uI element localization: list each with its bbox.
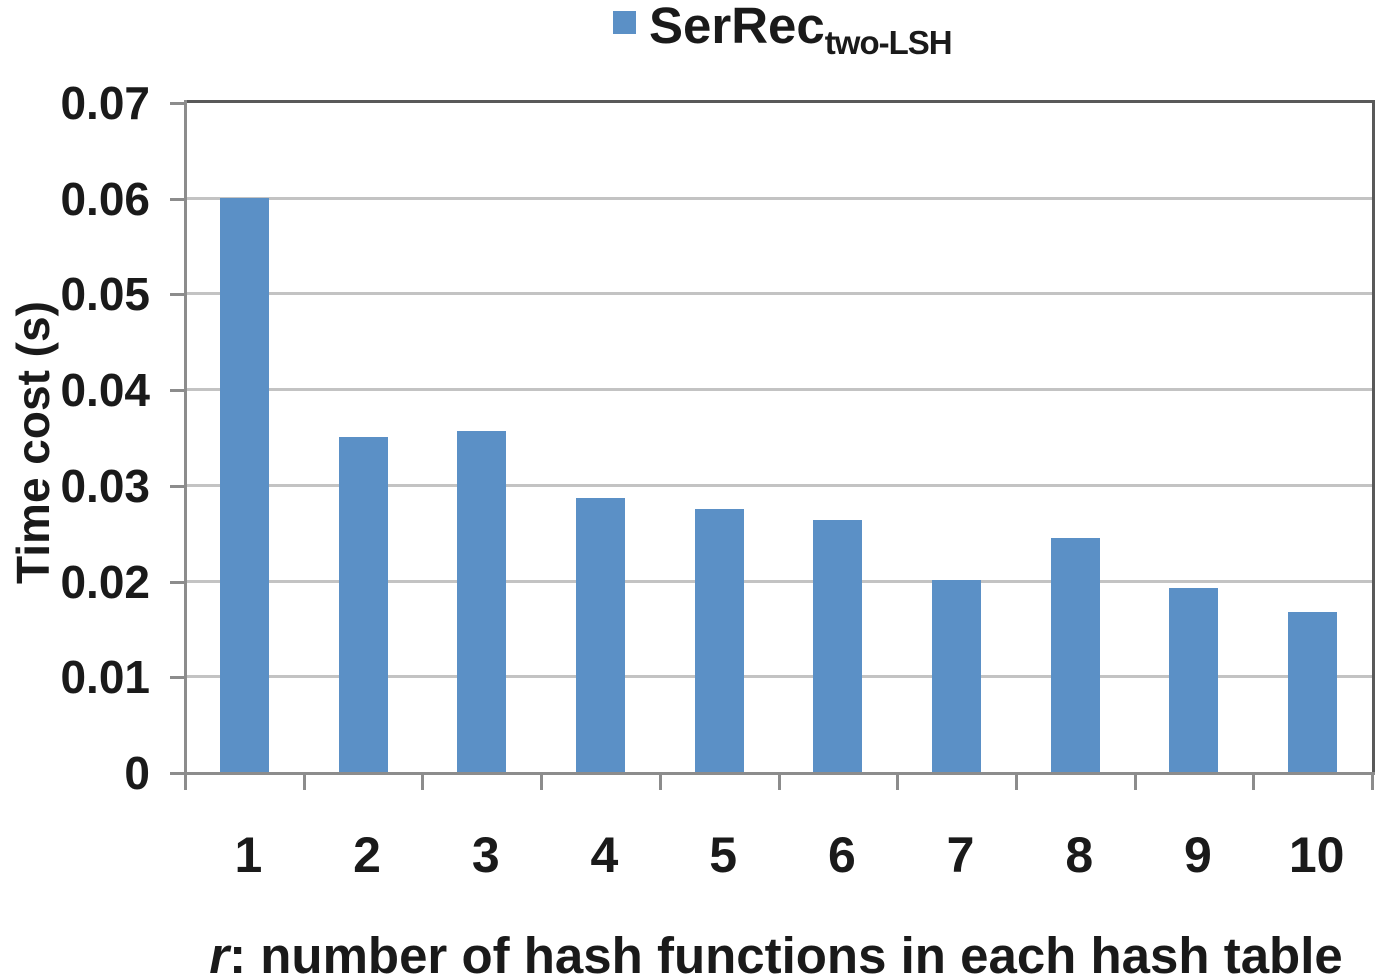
x-tick-label: 10 [1288, 827, 1345, 883]
bar [338, 437, 388, 772]
x-tick [1252, 772, 1256, 790]
bar [1288, 612, 1338, 772]
y-tick-label: 0.04 [60, 364, 150, 417]
plot-frame-right [1372, 100, 1375, 774]
legend: SerRec two-LSH [613, 0, 953, 61]
bar [694, 508, 744, 772]
bar [219, 197, 269, 772]
x-tick [1133, 772, 1137, 790]
y-tick [170, 772, 185, 775]
y-tick [170, 676, 185, 680]
y-gridline [185, 483, 1372, 487]
legend-series-label: SerRec [649, 0, 825, 54]
x-tick-label: 6 [827, 827, 856, 883]
y-tick [170, 484, 185, 488]
x-tick-label: 4 [590, 827, 619, 883]
x-tick [1371, 772, 1374, 790]
y-tick [170, 197, 185, 201]
x-tick-label: 8 [1065, 827, 1094, 883]
y-axis-line [184, 100, 187, 776]
y-tick [170, 102, 185, 105]
x-axis-title: r: number of hash functions in each hash… [209, 926, 1343, 975]
y-gridline [185, 579, 1372, 583]
legend-series-sublabel: two-LSH [824, 24, 953, 61]
y-tick [170, 293, 185, 297]
x-tick [184, 772, 187, 790]
x-axis-title-text: : number of hash functions in each hash … [229, 927, 1343, 975]
x-tick-label: 9 [1184, 827, 1212, 883]
x-tick-label: 1 [234, 827, 263, 883]
y-gridline [185, 292, 1372, 296]
bar [1050, 537, 1100, 772]
y-gridline [185, 675, 1372, 679]
y-gridline [185, 388, 1372, 392]
x-tick-label: 5 [709, 827, 738, 883]
y-tick-label: 0.07 [60, 77, 150, 129]
bar [457, 431, 507, 772]
y-tick-label: 0.02 [60, 555, 150, 608]
y-axis-title: Time cost (s) [7, 301, 59, 585]
x-tick [658, 772, 662, 790]
bar [575, 498, 625, 772]
x-tick [302, 772, 306, 790]
y-tick [170, 389, 185, 393]
y-gridline [185, 196, 1372, 200]
x-axis-title-variable: r [209, 927, 230, 975]
bar [932, 579, 982, 772]
bar [1169, 588, 1219, 772]
y-tick-label: 0.03 [60, 459, 150, 512]
plot-frame-top [185, 100, 1375, 103]
x-tick [421, 772, 425, 790]
x-tick [1014, 772, 1018, 790]
x-tick [777, 772, 781, 790]
x-axis-line [170, 772, 1375, 775]
x-tick-label: 7 [946, 827, 975, 883]
x-tick [896, 772, 900, 790]
legend-swatch-icon [613, 11, 636, 34]
y-tick [170, 580, 185, 584]
x-tick [540, 772, 544, 790]
bar [813, 520, 863, 772]
y-tick-label: 0.06 [60, 172, 150, 225]
y-tick-label: 0 [124, 747, 150, 799]
y-tick-label: 0.05 [60, 268, 150, 321]
x-tick-label: 3 [471, 827, 500, 883]
x-tick-label: 2 [353, 827, 381, 883]
y-tick-label: 0.01 [60, 651, 150, 704]
